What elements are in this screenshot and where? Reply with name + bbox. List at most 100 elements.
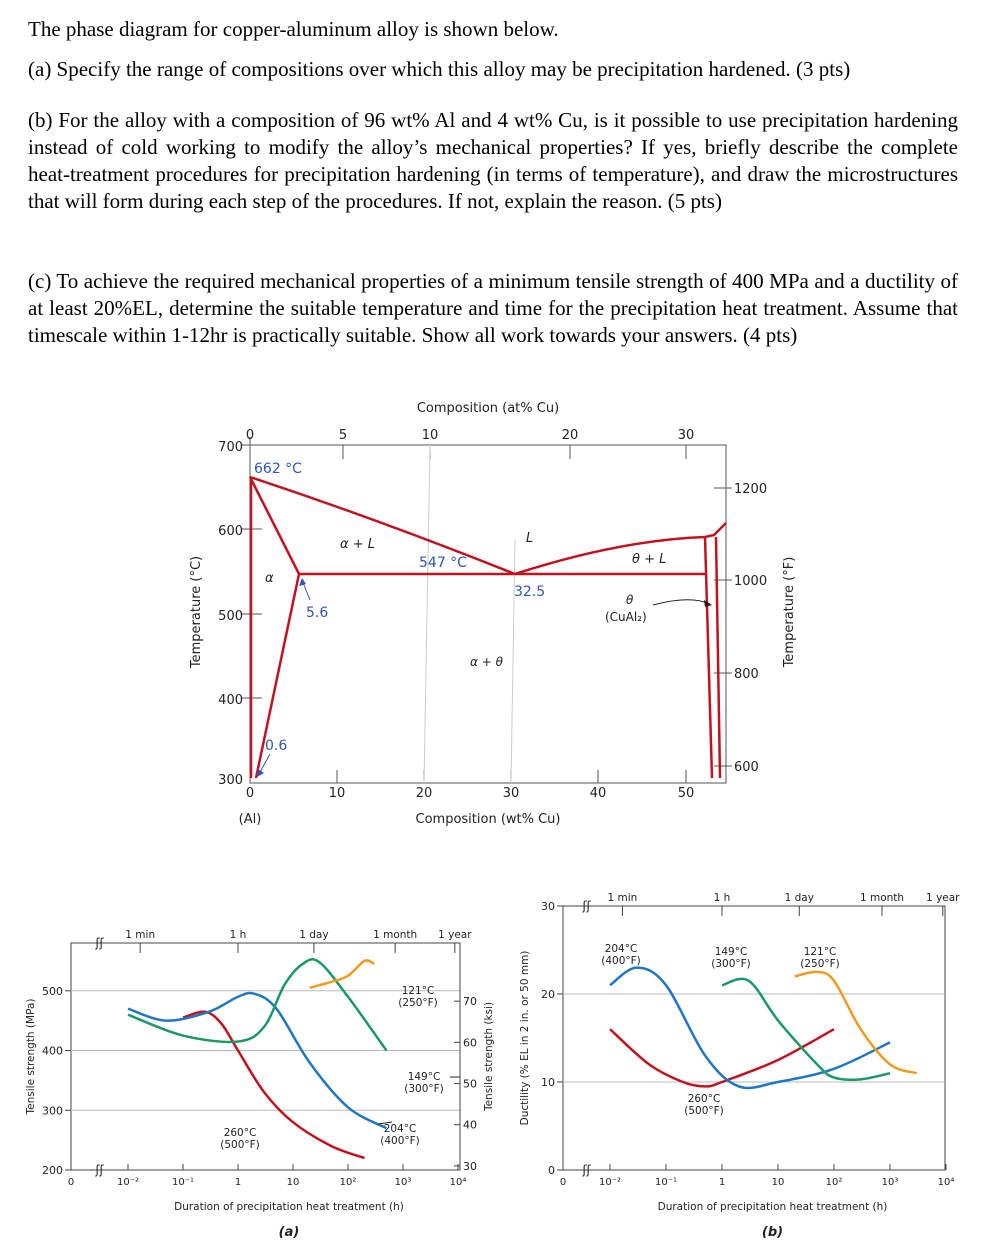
solidus xyxy=(248,476,301,575)
y-tick-label: 200 xyxy=(42,1164,63,1177)
x-tick-label: 10³ xyxy=(882,1177,899,1188)
x-tick-label: 1 xyxy=(719,1177,725,1188)
bottom-tick-label: 20 xyxy=(416,786,433,801)
phase-diagram: Composition (at% Cu) 0 5 10 20 30 700 60… xyxy=(189,401,797,827)
x-tick-label: 10² xyxy=(826,1177,843,1188)
x-tick-label: 10 xyxy=(772,1177,785,1188)
time-mark-label: 1 day xyxy=(299,929,328,941)
time-mark-label: 1 min xyxy=(608,892,638,904)
theta-right xyxy=(714,536,722,779)
liquidus-alpha xyxy=(249,475,516,576)
y-tick-label: 10 xyxy=(541,1076,555,1089)
left-axis-title: Temperature (°C) xyxy=(189,556,204,669)
bottom-ticks: 0 10 20 30 40 50 xyxy=(246,770,694,801)
x-tick-label: 10⁻² xyxy=(117,1177,139,1188)
y-tick-label: 500 xyxy=(42,985,63,998)
right-axis-label: Tensile strength (ksi) xyxy=(483,1002,495,1112)
top-tick-label: 20 xyxy=(562,428,579,443)
x-axis-label: Duration of precipitation heat treatment… xyxy=(658,1201,888,1213)
series-line xyxy=(721,977,891,1082)
series-line xyxy=(127,991,388,1130)
time-mark-label: 1 h xyxy=(714,892,731,904)
label-eutectic-temp: 547 °C xyxy=(419,555,467,571)
y-tick-label: 0 xyxy=(548,1164,555,1177)
bottom-tick-label: 50 xyxy=(678,786,695,801)
chart-caption: (b) xyxy=(762,1225,783,1240)
series-label: 149°C xyxy=(408,1071,441,1083)
top-axis-title: Composition (at% Cu) xyxy=(417,401,559,416)
bottom-tick-label: 30 xyxy=(503,786,520,801)
top-tick-label: 0 xyxy=(246,428,254,443)
right-axis-title: Temperature (°F) xyxy=(782,557,797,669)
right-tick-label: 30 xyxy=(463,1160,477,1173)
y-axis-label: Ductility (% EL in 2 in. or 50 mm) xyxy=(519,951,531,1126)
axis-break: ʃʃ xyxy=(581,899,591,913)
bottom-tick-label: 10 xyxy=(329,786,346,801)
series-label: 204°C xyxy=(605,943,638,955)
series-line xyxy=(794,970,918,1075)
bottom-axis-title: Composition (wt% Cu) xyxy=(416,812,561,827)
label-alpha-plus-l: α + L xyxy=(340,537,375,552)
time-mark-label: 1 month xyxy=(860,892,904,904)
series-line xyxy=(127,958,388,1052)
series-label: 121°C xyxy=(402,985,435,997)
top-ticks: 0 5 10 20 30 xyxy=(246,428,694,459)
question-part-c: (c) To achieve the required mechanical p… xyxy=(28,269,958,347)
series-label: 149°C xyxy=(715,946,748,958)
series-label: (400°F) xyxy=(380,1135,420,1147)
left-tick-label: 400 xyxy=(218,693,243,708)
series-label: (250°F) xyxy=(398,997,438,1009)
plot-frame xyxy=(562,905,946,1171)
x-tick-label: 0 xyxy=(68,1177,74,1188)
top-tick-label: 10 xyxy=(422,428,439,443)
series-label: (250°F) xyxy=(800,958,840,970)
label-low-solubility: 0.6 xyxy=(265,738,287,754)
right-tick-label: 800 xyxy=(734,667,759,682)
y-tick-label: 20 xyxy=(541,988,555,1001)
series-label: (300°F) xyxy=(404,1083,444,1095)
label-alpha-plus-theta: α + θ xyxy=(470,655,504,669)
top-tick-label: 30 xyxy=(678,428,695,443)
series-label: 204°C xyxy=(384,1123,417,1135)
left-tick-label: 700 xyxy=(218,440,243,455)
left-tick-label: 500 xyxy=(218,609,243,624)
axis-break: ʃʃ xyxy=(94,936,104,950)
series-label: (500°F) xyxy=(220,1139,260,1151)
y-axis-label: Tensile strength (MPa) xyxy=(25,999,37,1116)
x-tick-label: 10³ xyxy=(395,1177,412,1188)
label-liquid: L xyxy=(526,531,533,546)
left-tick-label: 600 xyxy=(218,524,243,539)
phase-boundaries xyxy=(248,475,727,779)
solvus xyxy=(254,573,301,779)
right-tick-label: 600 xyxy=(734,760,759,775)
right-tick-label: 70 xyxy=(463,995,477,1008)
series-label: (400°F) xyxy=(601,955,641,967)
theta-top xyxy=(704,522,727,539)
series-label: 260°C xyxy=(224,1127,257,1139)
right-tick-label: 60 xyxy=(463,1036,477,1049)
time-mark-label: 1 day xyxy=(785,892,814,904)
label-theta-plus-l: θ + L xyxy=(632,552,666,567)
question-intro: The phase diagram for copper-aluminum al… xyxy=(28,17,559,41)
right-tick-label: 50 xyxy=(463,1078,477,1091)
label-theta-formula: (CuAl₂) xyxy=(605,610,647,624)
series-label: 260°C xyxy=(688,1093,721,1105)
time-mark-label: 1 year xyxy=(926,892,960,904)
right-tick-label: 1200 xyxy=(734,482,767,497)
top-tick-label: 5 xyxy=(339,428,347,443)
chart-caption: (a) xyxy=(279,1225,300,1240)
x-tick-label: 10⁴ xyxy=(450,1177,467,1188)
right-tick-label: 40 xyxy=(463,1119,477,1132)
x-tick-label: 10⁴ xyxy=(938,1177,955,1188)
series-label-leader xyxy=(377,1121,393,1125)
x-tick-label: 10 xyxy=(287,1177,300,1188)
axis-break: ʃʃ xyxy=(94,1163,104,1177)
bottom-tick-label: 40 xyxy=(590,786,607,801)
y-tick-label: 400 xyxy=(42,1045,63,1058)
label-eutectic-comp: 32.5 xyxy=(514,584,545,600)
series-label: (500°F) xyxy=(684,1105,724,1117)
y-tick-label: 30 xyxy=(541,900,555,913)
